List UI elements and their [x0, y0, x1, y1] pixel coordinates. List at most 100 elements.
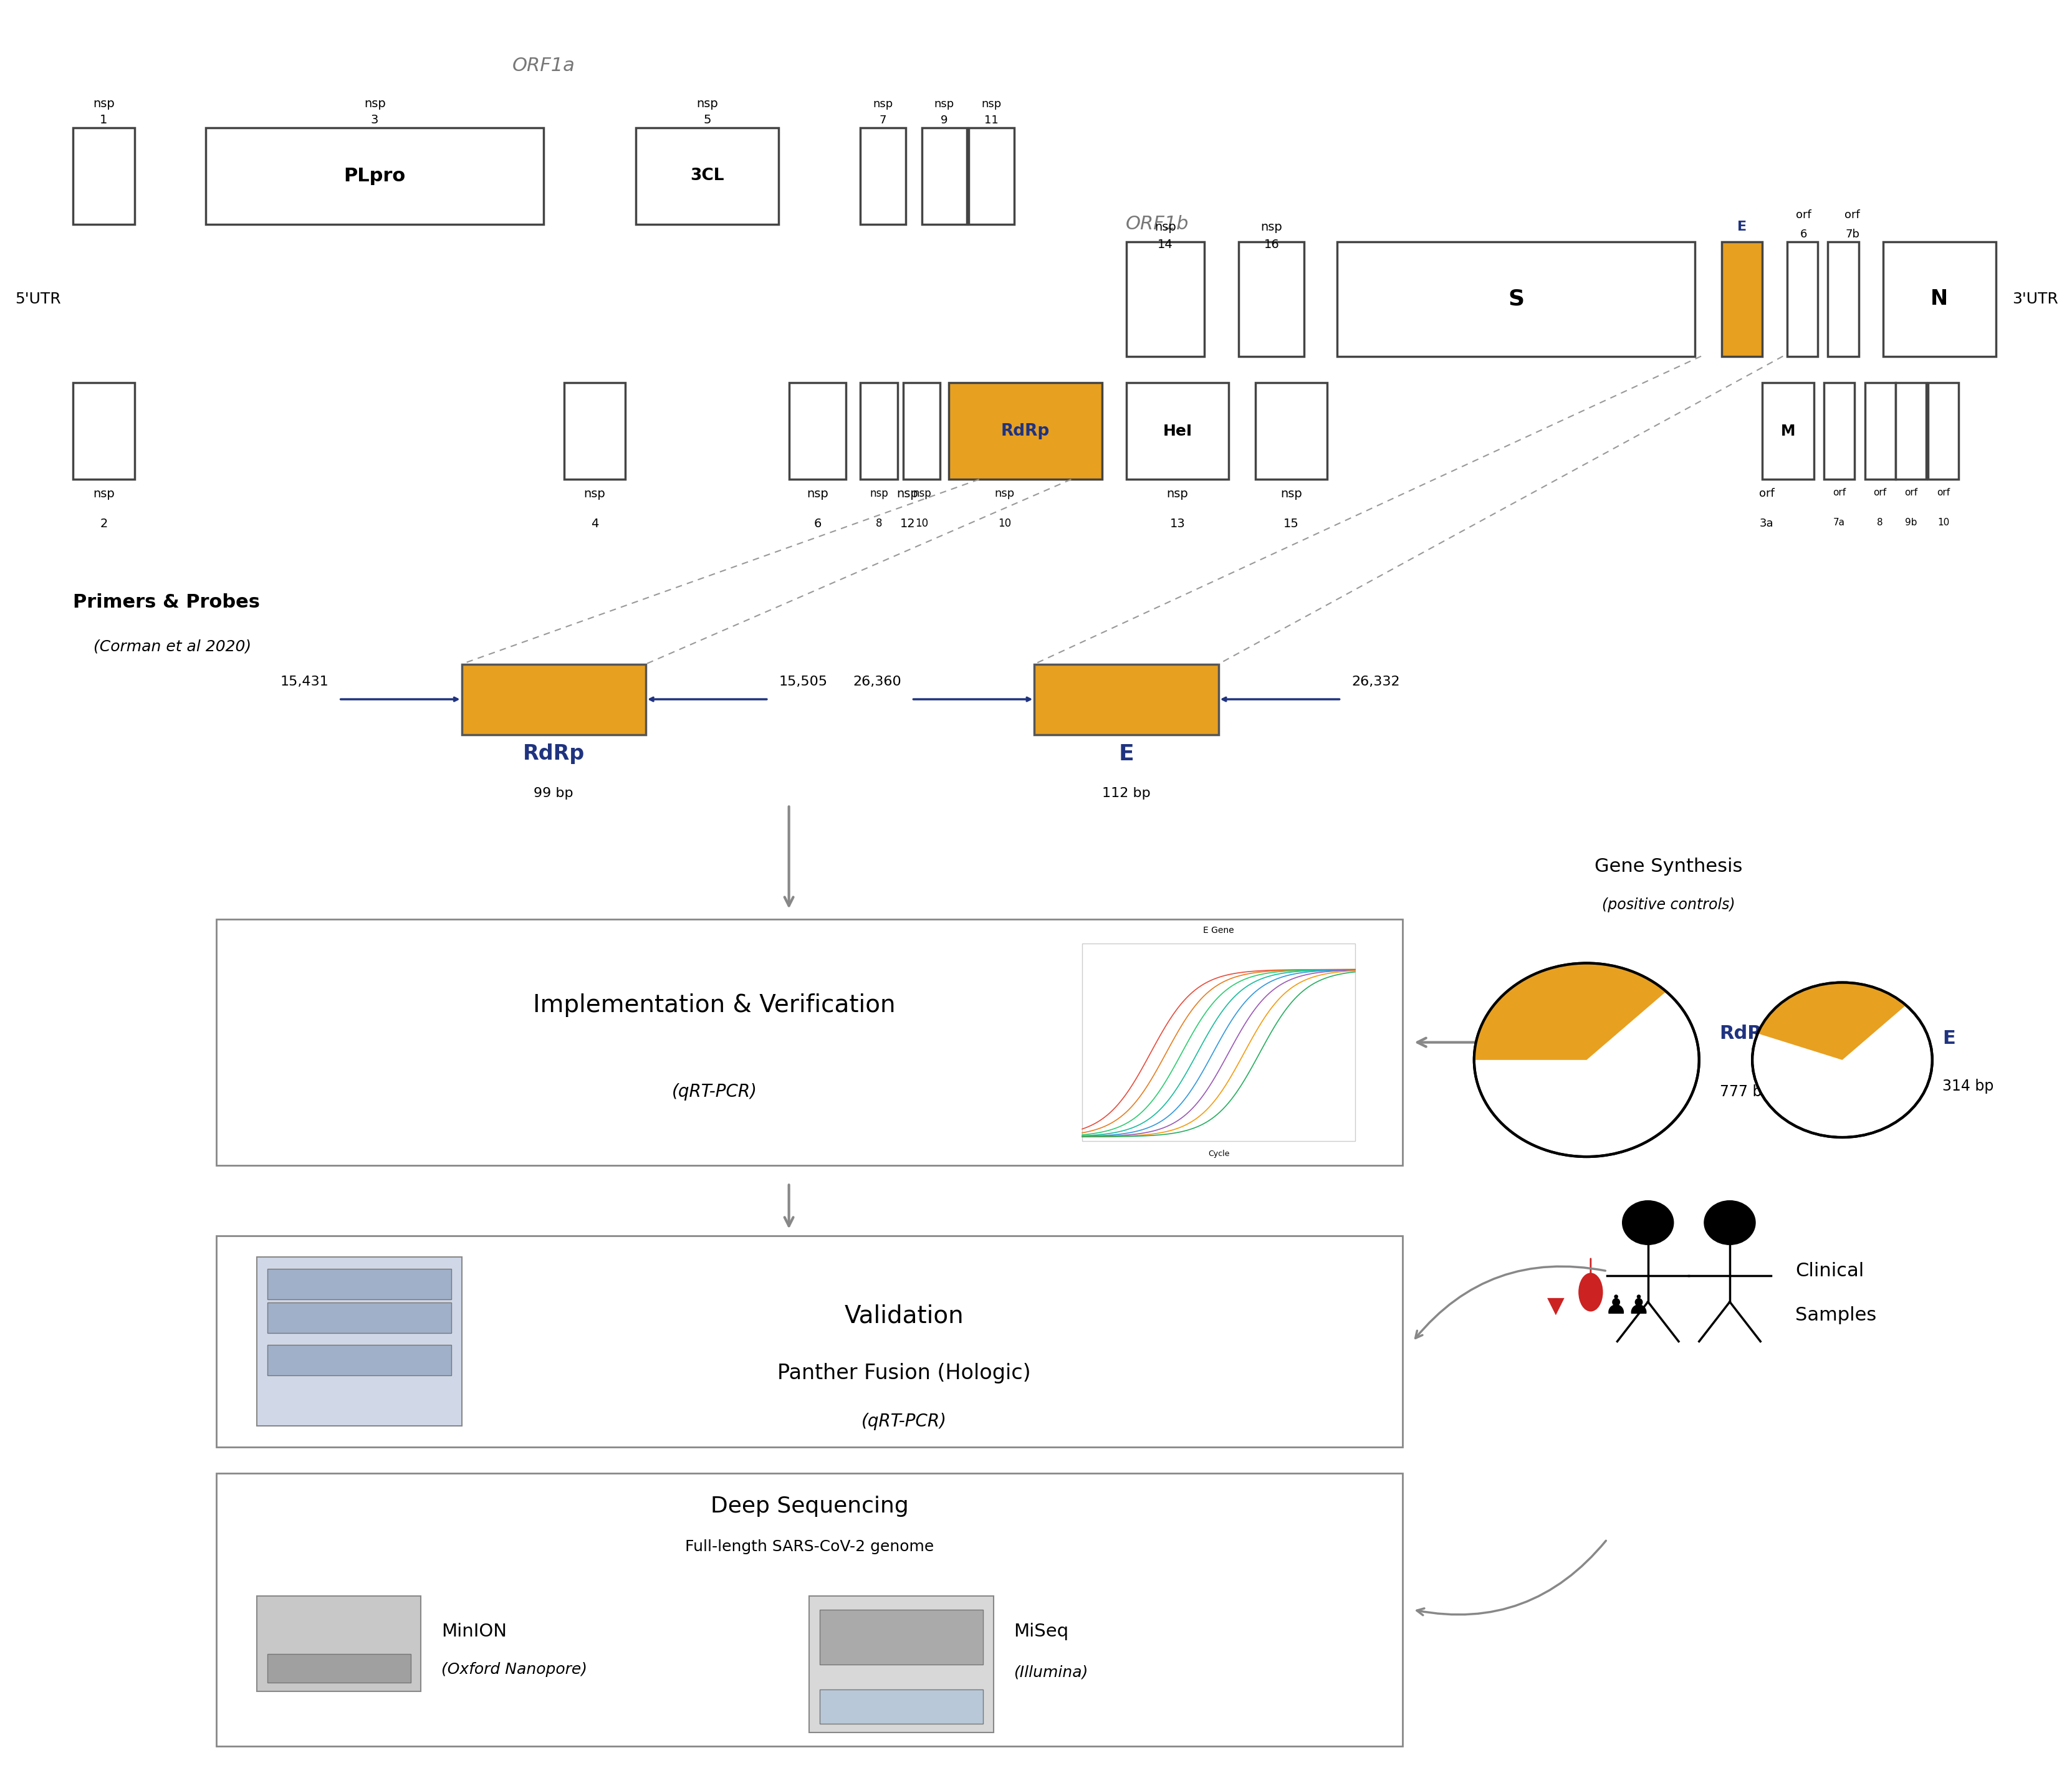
Text: ORF1b: ORF1b — [1125, 216, 1189, 233]
Text: Deep Sequencing: Deep Sequencing — [711, 1496, 908, 1517]
Text: Validation: Validation — [845, 1305, 963, 1328]
Text: (Illumina): (Illumina) — [1013, 1665, 1088, 1680]
Text: 10: 10 — [1937, 518, 1950, 527]
Text: (Corman et al 2020): (Corman et al 2020) — [93, 638, 251, 654]
Text: E: E — [1736, 221, 1747, 233]
Text: 777 bp: 777 bp — [1720, 1084, 1772, 1100]
Text: orf: orf — [1759, 488, 1774, 499]
Bar — [1786, 242, 1817, 355]
Bar — [860, 382, 897, 479]
Text: nsp: nsp — [995, 488, 1015, 499]
Bar — [636, 127, 779, 225]
Text: RdRp: RdRp — [522, 743, 584, 764]
Text: 26,332: 26,332 — [1351, 675, 1401, 688]
Text: 3: 3 — [371, 113, 379, 126]
Text: nsp: nsp — [912, 488, 930, 499]
Bar — [1929, 382, 1958, 479]
Bar — [789, 382, 845, 479]
Bar — [1828, 242, 1859, 355]
Bar — [267, 1303, 452, 1333]
Text: RdRp: RdRp — [1720, 1024, 1776, 1043]
Bar — [1823, 382, 1854, 479]
Text: Gene Synthesis: Gene Synthesis — [1595, 857, 1743, 875]
Text: nsp: nsp — [872, 99, 893, 110]
Text: 26,360: 26,360 — [854, 675, 901, 688]
Text: 7b: 7b — [1846, 228, 1861, 240]
Bar — [215, 1236, 1403, 1446]
Bar — [903, 382, 941, 479]
Text: orf: orf — [1873, 488, 1888, 497]
Circle shape — [1753, 983, 1933, 1137]
Text: Primers & Probes: Primers & Probes — [73, 594, 261, 612]
Text: (qRT-PCR): (qRT-PCR) — [671, 1082, 756, 1100]
Text: nsp: nsp — [365, 97, 385, 110]
Text: ORF1a: ORF1a — [512, 57, 574, 74]
Text: nsp: nsp — [1260, 221, 1283, 233]
Text: 15,431: 15,431 — [280, 675, 329, 688]
Bar — [1336, 242, 1695, 355]
Bar — [860, 127, 905, 225]
Text: E: E — [1119, 743, 1133, 764]
Text: Cycle: Cycle — [1208, 1149, 1229, 1158]
Text: nsp: nsp — [982, 99, 1001, 110]
Text: 6: 6 — [1801, 228, 1807, 240]
Text: nsp: nsp — [1280, 488, 1301, 500]
Text: Panther Fusion (Hologic): Panther Fusion (Hologic) — [777, 1363, 1032, 1383]
Bar — [949, 382, 1102, 479]
Text: Implementation & Verification: Implementation & Verification — [533, 994, 895, 1017]
Text: PLpro: PLpro — [344, 166, 406, 186]
Bar — [564, 382, 626, 479]
Text: 15,505: 15,505 — [779, 675, 827, 688]
Text: M: M — [1780, 424, 1794, 438]
Text: 9b: 9b — [1904, 518, 1917, 527]
Text: 314 bp: 314 bp — [1941, 1078, 1993, 1094]
Text: 7: 7 — [879, 115, 887, 126]
Text: 3'UTR: 3'UTR — [2012, 292, 2057, 306]
Bar — [462, 665, 646, 734]
Bar — [267, 1269, 452, 1299]
Text: 3CL: 3CL — [690, 168, 723, 184]
Text: 5: 5 — [702, 113, 711, 126]
Bar — [267, 1655, 410, 1683]
Text: orf: orf — [1796, 210, 1811, 221]
Circle shape — [1622, 1200, 1674, 1245]
Bar — [810, 1597, 992, 1733]
Circle shape — [1703, 1200, 1755, 1245]
Bar — [215, 919, 1403, 1165]
Text: nsp: nsp — [584, 488, 605, 500]
FancyArrowPatch shape — [1587, 1259, 1593, 1307]
Bar — [205, 127, 543, 225]
Text: 2: 2 — [99, 518, 108, 530]
Text: N: N — [1931, 288, 1948, 309]
Text: nsp: nsp — [1154, 221, 1177, 233]
Bar — [821, 1609, 984, 1664]
Text: nsp: nsp — [93, 488, 114, 500]
Text: nsp: nsp — [934, 99, 955, 110]
Text: (positive controls): (positive controls) — [1602, 898, 1734, 912]
Text: ▼: ▼ — [1548, 1296, 1564, 1317]
Text: 16: 16 — [1264, 239, 1278, 251]
Bar — [1239, 242, 1305, 355]
Bar — [1763, 382, 1813, 479]
Text: S: S — [1508, 288, 1525, 309]
Bar — [73, 127, 135, 225]
Bar — [73, 382, 135, 479]
Text: 1: 1 — [99, 113, 108, 126]
Text: MiSeq: MiSeq — [1013, 1623, 1069, 1641]
Text: 9: 9 — [941, 115, 949, 126]
Bar — [1127, 382, 1229, 479]
Bar — [215, 1473, 1403, 1747]
Bar — [1034, 665, 1218, 734]
Text: 12: 12 — [899, 518, 916, 530]
Text: orf: orf — [1832, 488, 1846, 497]
Bar — [922, 127, 968, 225]
Text: nsp: nsp — [93, 97, 114, 110]
Bar — [257, 1597, 421, 1692]
Text: 14: 14 — [1158, 239, 1173, 251]
Bar — [1256, 382, 1326, 479]
Text: RdRp: RdRp — [1001, 423, 1051, 438]
Text: 11: 11 — [984, 115, 999, 126]
Text: orf: orf — [1844, 210, 1861, 221]
Text: MinION: MinION — [441, 1623, 508, 1641]
Text: 5'UTR: 5'UTR — [15, 292, 60, 306]
